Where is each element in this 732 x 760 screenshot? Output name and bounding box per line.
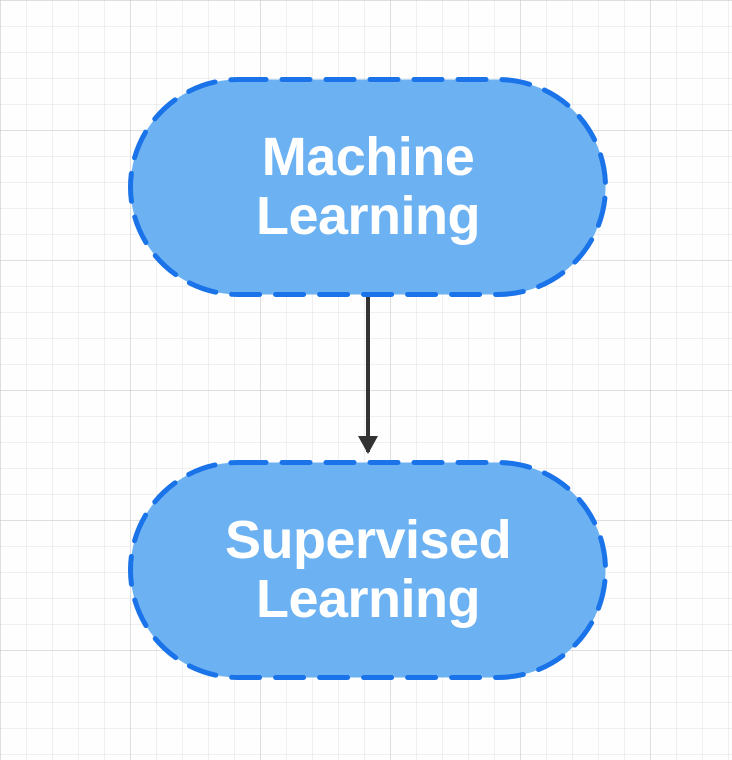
node-supervised-learning[interactable]: Supervised Learning [128, 460, 608, 680]
node-sl-label: Supervised Learning [225, 511, 511, 630]
diagram-canvas: Machine Learning Supervised Learning [0, 0, 732, 760]
